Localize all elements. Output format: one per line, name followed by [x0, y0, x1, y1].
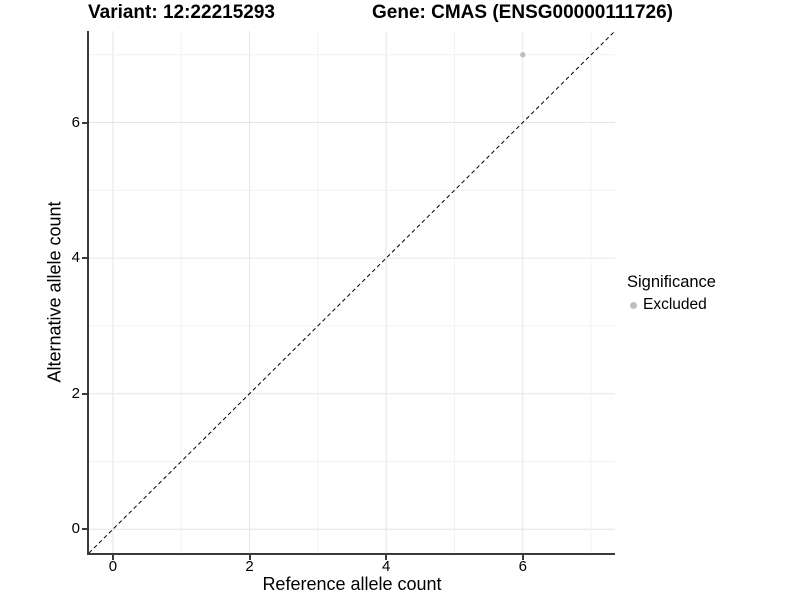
y-tick-mark	[82, 257, 87, 260]
legend-item-label: Excluded	[643, 296, 707, 313]
plot-title-variant: Variant: 12:22215293	[88, 2, 275, 23]
x-axis-line	[87, 553, 615, 555]
x-tick-label: 0	[108, 558, 118, 575]
plot-canvas	[88, 30, 616, 554]
legend: Significance Excluded	[627, 273, 716, 314]
x-tick-mark	[521, 555, 524, 560]
legend-point-icon	[630, 301, 637, 309]
identity-dashed-line	[88, 30, 616, 554]
x-tick-mark	[248, 555, 251, 560]
y-tick-mark	[82, 121, 87, 124]
x-tick-label: 6	[518, 558, 527, 575]
x-axis-title: Reference allele count	[262, 574, 442, 594]
y-tick-mark	[82, 528, 87, 531]
x-tick-mark	[111, 555, 114, 560]
data-point[interactable]	[520, 52, 526, 58]
plot-title-gene: Gene: CMAS (ENSG00000111726)	[372, 2, 673, 23]
x-tick-label: 4	[381, 558, 391, 575]
y-tick-mark	[82, 392, 87, 395]
y-tick-label: 2	[71, 384, 80, 402]
x-tick-mark	[385, 555, 388, 560]
plot-panel	[88, 30, 616, 554]
legend-item-excluded: Excluded	[630, 296, 716, 314]
x-tick-label: 2	[245, 558, 254, 575]
y-tick-label: 4	[71, 249, 80, 267]
y-tick-label: 6	[71, 113, 80, 131]
legend-title: Significance	[627, 273, 716, 291]
y-axis-line	[87, 31, 89, 555]
y-tick-label: 0	[71, 520, 80, 538]
y-axis-title: Alternative allele count	[44, 201, 65, 383]
